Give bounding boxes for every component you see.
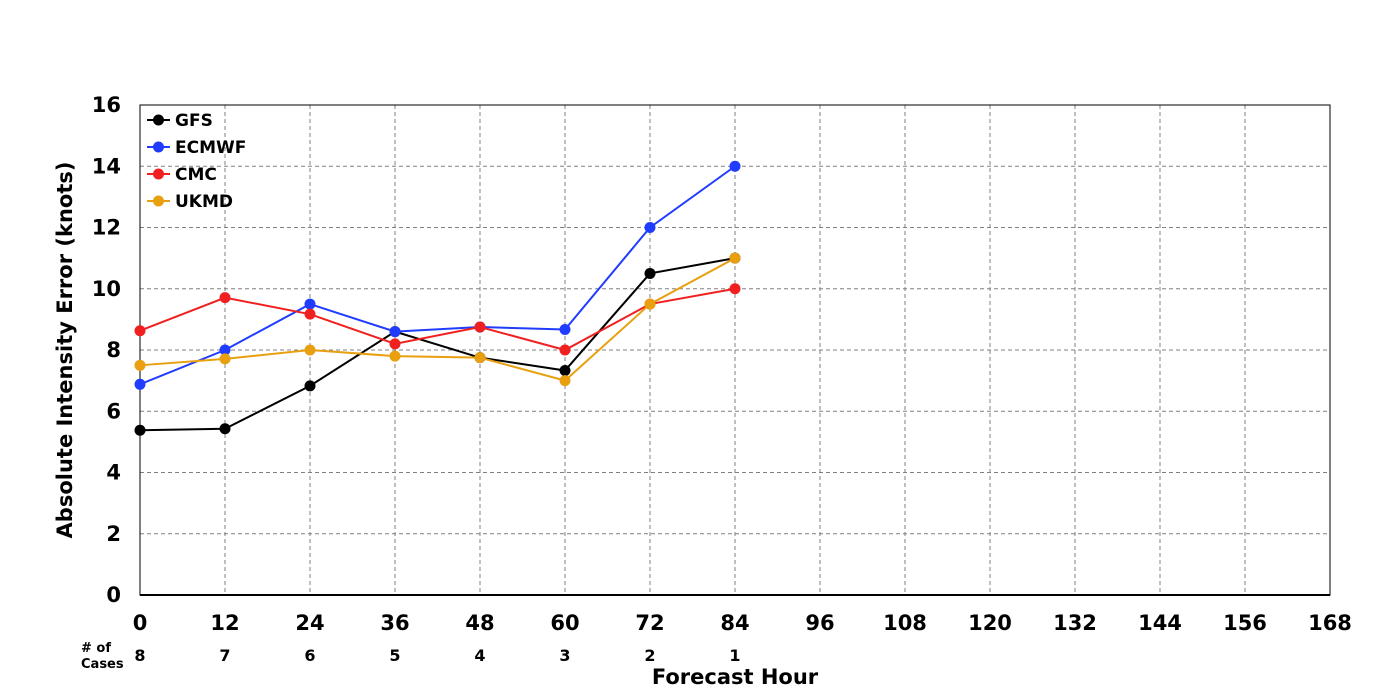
- legend-label-cmc: CMC: [175, 165, 217, 185]
- legend-swatch-marker-gfs: [153, 114, 164, 126]
- legend-swatch-marker-cmc: [153, 168, 164, 180]
- point-ukmd-60: [559, 375, 571, 387]
- cases-count-48: 4: [474, 646, 485, 665]
- point-ukmd-24: [304, 344, 316, 356]
- point-ukmd-48: [474, 352, 486, 364]
- cases-count-0: 8: [134, 646, 145, 665]
- y-tick-8: 8: [106, 338, 121, 362]
- cases-row: # of Cases 8 7 6 5 4 3 2 1: [81, 641, 741, 672]
- point-ukmd-36: [389, 350, 401, 362]
- x-tick-156: 156: [1223, 611, 1267, 635]
- y-tick-0: 0: [106, 583, 121, 607]
- series-line-gfs: [139, 257, 736, 432]
- grid: [140, 105, 1330, 595]
- point-gfs-60: [559, 365, 571, 377]
- point-cmc-24: [304, 308, 316, 320]
- point-ecmwf-36: [389, 326, 401, 338]
- point-gfs-72: [644, 267, 656, 279]
- y-tick-6: 6: [106, 399, 121, 423]
- x-tick-132: 132: [1053, 611, 1097, 635]
- x-tick-168: 168: [1308, 611, 1352, 635]
- legend-item-ecmwf: ECMWF: [147, 138, 246, 158]
- point-ukmd-84: [729, 252, 741, 264]
- series-line-ukmd: [139, 257, 736, 382]
- y-tick-12: 12: [92, 216, 121, 240]
- series-line-cmc: [139, 287, 736, 352]
- y-tick-2: 2: [106, 522, 121, 546]
- legend-item-cmc: CMC: [147, 165, 217, 185]
- point-gfs-0: [134, 424, 146, 436]
- cases-label-line1: # of: [81, 641, 111, 656]
- point-gfs-12: [219, 423, 231, 435]
- point-cmc-12: [219, 292, 231, 304]
- point-ecmwf-60: [559, 323, 571, 335]
- series: [134, 160, 741, 436]
- cases-count-36: 5: [389, 646, 400, 665]
- legend-label-ukmd: UKMD: [175, 192, 233, 212]
- x-tick-24: 24: [295, 611, 324, 635]
- point-ukmd-12: [219, 353, 231, 365]
- x-tick-12: 12: [210, 611, 239, 635]
- cases-count-12: 7: [219, 646, 230, 665]
- x-tick-108: 108: [883, 611, 927, 635]
- x-tick-48: 48: [465, 611, 494, 635]
- point-cmc-84: [729, 283, 741, 295]
- x-tick-0: 0: [133, 611, 148, 635]
- series-ukmd: [134, 252, 741, 387]
- point-ukmd-72: [644, 298, 656, 310]
- cases-count-84: 1: [729, 646, 740, 665]
- y-tick-4: 4: [106, 461, 121, 485]
- cases-label-line2: Cases: [81, 657, 124, 672]
- y-tick-16: 16: [92, 93, 121, 117]
- point-gfs-24: [304, 380, 316, 392]
- x-tick-60: 60: [550, 611, 579, 635]
- point-ukmd-0: [134, 359, 146, 371]
- point-ecmwf-12: [219, 344, 231, 356]
- series-line-ecmwf: [139, 165, 736, 386]
- legend-label-gfs: GFS: [175, 111, 213, 131]
- y-tick-10: 10: [92, 277, 121, 301]
- point-ecmwf-0: [134, 378, 146, 390]
- point-cmc-48: [474, 321, 486, 333]
- point-ecmwf-24: [304, 298, 316, 310]
- point-cmc-0: [134, 325, 146, 337]
- x-tick-84: 84: [720, 611, 749, 635]
- x-tick-36: 36: [380, 611, 409, 635]
- x-tick-72: 72: [635, 611, 664, 635]
- x-tick-labels: 0 12 24 36 48 60 72 84 96 108 120 132 144 156 168: [133, 611, 1352, 635]
- legend-label-ecmwf: ECMWF: [175, 138, 246, 158]
- x-tick-144: 144: [1138, 611, 1182, 635]
- cases-count-72: 2: [644, 646, 655, 665]
- point-ecmwf-84: [729, 160, 741, 172]
- cases-count-60: 3: [559, 646, 570, 665]
- legend-item-gfs: GFS: [147, 111, 213, 131]
- point-ecmwf-72: [644, 222, 656, 233]
- legend: GFS ECMWF CMC UKMD: [147, 111, 246, 212]
- y-tick-14: 14: [92, 154, 121, 178]
- x-tick-96: 96: [805, 611, 834, 635]
- legend-swatch-marker-ukmd: [153, 195, 164, 207]
- legend-swatch-marker-ecmwf: [153, 141, 164, 153]
- point-cmc-60: [559, 344, 571, 356]
- legend-item-ukmd: UKMD: [147, 192, 233, 212]
- y-tick-labels: 0 2 4 6 8 10 12 14 16: [92, 93, 121, 607]
- x-tick-120: 120: [968, 611, 1012, 635]
- cases-count-24: 6: [304, 646, 315, 665]
- point-cmc-36: [389, 338, 401, 350]
- y-axis-title: Absolute Intensity Error (knots): [53, 162, 77, 539]
- x-axis-title: Forecast Hour: [652, 665, 819, 689]
